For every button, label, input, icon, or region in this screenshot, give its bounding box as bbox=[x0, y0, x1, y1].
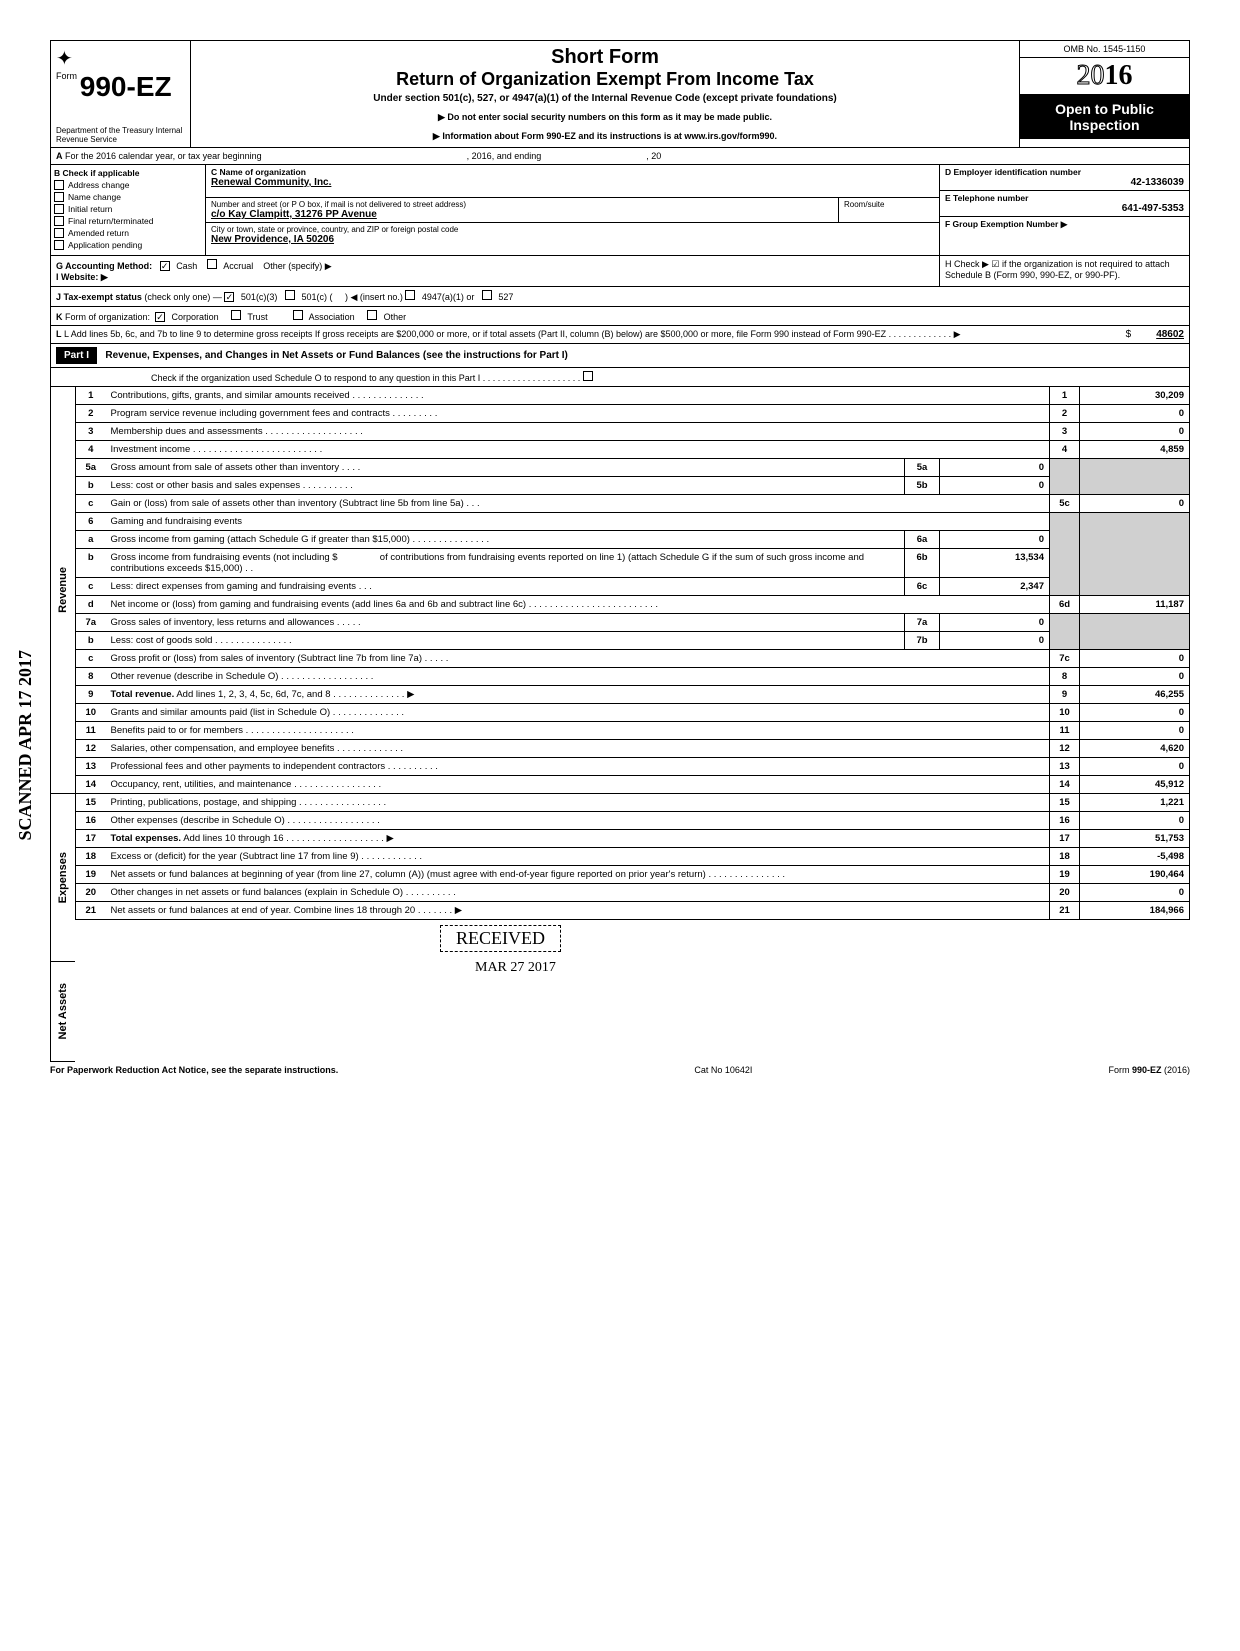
check-address-change[interactable]: Address change bbox=[54, 180, 202, 190]
street-label: Number and street (or P O box, if mail i… bbox=[211, 200, 833, 209]
row-g-accounting: G Accounting Method: Cash Accrual Other … bbox=[51, 256, 939, 286]
form-header-left: ✦ Form 990-EZ Department of the Treasury… bbox=[51, 41, 191, 147]
c-label: C Name of organization bbox=[211, 167, 934, 177]
org-name: Renewal Community, Inc. bbox=[211, 177, 934, 188]
f-label: F Group Exemption Number ▶ bbox=[945, 219, 1184, 230]
part1-lines: Revenue Expenses Net Assets 1Contributio… bbox=[50, 387, 1190, 1062]
row-h-check: H Check ▶ ☑ if the organization is not r… bbox=[939, 256, 1189, 286]
check-501c[interactable] bbox=[285, 290, 295, 300]
section-def: D Employer identification number 42-1336… bbox=[939, 165, 1189, 255]
form-header-right: OMB No. 1545-1150 2016 Open to Public In… bbox=[1019, 41, 1189, 147]
check-other-org[interactable] bbox=[367, 310, 377, 320]
check-association[interactable] bbox=[293, 310, 303, 320]
side-netassets: Net Assets bbox=[55, 978, 71, 1044]
check-name-change[interactable]: Name change bbox=[54, 192, 202, 202]
check-corporation[interactable] bbox=[155, 312, 165, 322]
footer-right: Form 990-EZ (2016) bbox=[1108, 1065, 1190, 1075]
e-label: E Telephone number bbox=[945, 193, 1184, 203]
instruction-2: ▶ Information about Form 990-EZ and its … bbox=[201, 131, 1009, 142]
row-l-gross-receipts: L L Add lines 5b, 6c, and 7b to line 9 t… bbox=[50, 326, 1190, 344]
received-stamp: RECEIVED bbox=[440, 925, 561, 952]
form-number: Form 990-EZ bbox=[56, 71, 185, 103]
row-i-website: I Website: ▶ bbox=[56, 272, 108, 282]
check-amended-return[interactable]: Amended return bbox=[54, 228, 202, 238]
footer-left: For Paperwork Reduction Act Notice, see … bbox=[50, 1065, 338, 1075]
check-trust[interactable] bbox=[231, 310, 241, 320]
scanned-stamp: SCANNED APR 17 2017 bbox=[15, 650, 36, 841]
section-bcdef: B Check if applicable Address change Nam… bbox=[50, 165, 1190, 256]
form-header-center: Short Form Return of Organization Exempt… bbox=[191, 41, 1019, 147]
l-value: 48602 bbox=[1156, 329, 1184, 340]
title-sub: Return of Organization Exempt From Incom… bbox=[201, 69, 1009, 90]
check-accrual[interactable] bbox=[207, 259, 217, 269]
check-cash[interactable] bbox=[160, 261, 170, 271]
row-j-tax-exempt: J Tax-exempt status (check only one) — 5… bbox=[50, 287, 1190, 307]
phone-value: 641-497-5353 bbox=[945, 203, 1184, 214]
instruction-1: ▶ Do not enter social security numbers o… bbox=[201, 112, 1009, 123]
city-label: City or town, state or province, country… bbox=[211, 225, 934, 234]
ein-value: 42-1336039 bbox=[945, 177, 1184, 188]
check-501c3[interactable] bbox=[224, 292, 234, 302]
footer: For Paperwork Reduction Act Notice, see … bbox=[50, 1062, 1190, 1078]
room-label: Room/suite bbox=[844, 200, 934, 209]
check-final-return[interactable]: Final return/terminated bbox=[54, 216, 202, 226]
tax-year: 2016 bbox=[1020, 58, 1189, 95]
side-revenue: Revenue bbox=[55, 562, 71, 618]
title-main: Short Form bbox=[201, 46, 1009, 69]
title-under: Under section 501(c), 527, or 4947(a)(1)… bbox=[201, 93, 1009, 104]
org-city: New Providence, IA 50206 bbox=[211, 234, 934, 245]
omb-number: OMB No. 1545-1150 bbox=[1020, 41, 1189, 58]
section-c-org: C Name of organization Renewal Community… bbox=[206, 165, 939, 255]
check-527[interactable] bbox=[482, 290, 492, 300]
dept-text: Department of the Treasury Internal Reve… bbox=[56, 126, 190, 144]
org-street: c/o Kay Clampitt, 31276 PP Avenue bbox=[211, 209, 833, 220]
check-schedule-o[interactable] bbox=[583, 371, 593, 381]
date-stamp: MAR 27 2017 bbox=[475, 960, 556, 976]
lines-table: 1Contributions, gifts, grants, and simil… bbox=[75, 387, 1190, 920]
footer-center: Cat No 10642I bbox=[694, 1065, 752, 1075]
row-gh: G Accounting Method: Cash Accrual Other … bbox=[50, 256, 1190, 287]
part1-check-o: Check if the organization used Schedule … bbox=[50, 368, 1190, 387]
public-inspection: Open to Public Inspection bbox=[1020, 95, 1189, 139]
form-header: ✦ Form 990-EZ Department of the Treasury… bbox=[50, 40, 1190, 148]
row-a-calendar-year: A For the 2016 calendar year, or tax yea… bbox=[50, 148, 1190, 165]
side-expenses: Expenses bbox=[55, 847, 71, 908]
check-application-pending[interactable]: Application pending bbox=[54, 240, 202, 250]
d-label: D Employer identification number bbox=[945, 167, 1184, 177]
check-initial-return[interactable]: Initial return bbox=[54, 204, 202, 214]
b-label: B Check if applicable bbox=[54, 168, 202, 178]
part1-header: Part I Revenue, Expenses, and Changes in… bbox=[50, 344, 1190, 368]
row-k-form-org: K Form of organization: Corporation Trus… bbox=[50, 307, 1190, 326]
check-4947[interactable] bbox=[405, 290, 415, 300]
section-b-checks: B Check if applicable Address change Nam… bbox=[51, 165, 206, 255]
